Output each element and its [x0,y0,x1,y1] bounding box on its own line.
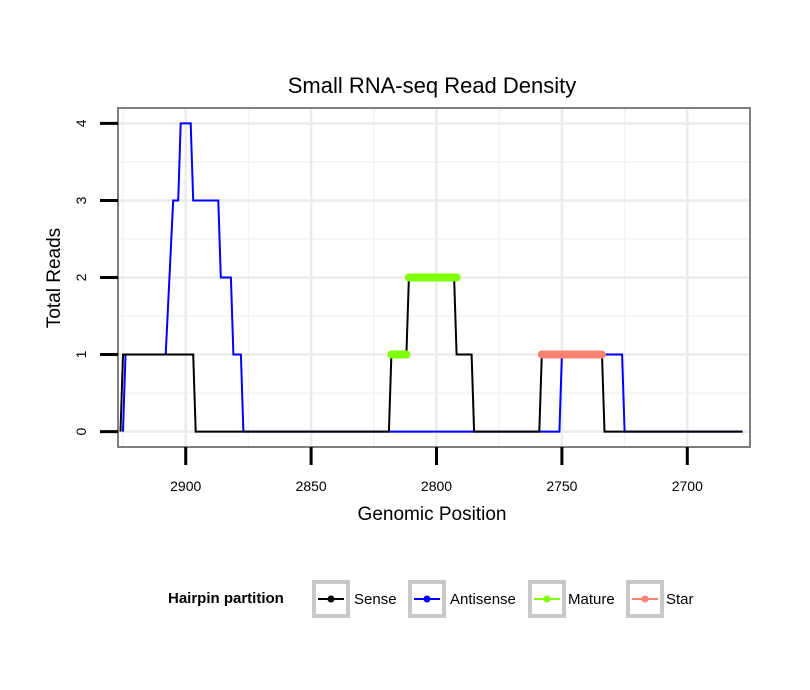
series-layer [119,122,743,433]
legend-key-point-star [641,595,649,603]
y-axis: 0 1 2 3 4 [73,119,118,435]
x-axis-label: Genomic Position [358,504,507,525]
legend-key-point-sense [327,595,335,603]
legend-key-point-antisense [423,595,431,603]
legend-label-antisense: Antisense [450,591,516,608]
y-axis-label: Total Reads [44,228,65,328]
y-tick-label: 3 [73,196,89,204]
legend: Hairpin partition Sense Antisense Mature St… [168,580,694,618]
legend-title: Hairpin partition [168,590,284,607]
x-tick-label: 2750 [546,478,577,494]
x-tick-label: 2900 [170,478,201,494]
y-tick-label: 2 [73,273,89,281]
y-tick-label: 4 [73,119,89,127]
y-tick-label: 0 [73,427,89,435]
legend-label-star: Star [666,591,694,608]
x-tick-label: 2700 [672,478,703,494]
legend-label-sense: Sense [354,591,397,608]
chart-title: Small RNA-seq Read Density [288,73,577,98]
y-tick-label: 1 [73,350,89,358]
legend-key-point-mature [543,595,551,603]
x-tick-label: 2850 [296,478,327,494]
x-tick-label: 2800 [421,478,452,494]
legend-label-mature: Mature [568,591,615,608]
x-axis: 2900 2850 2800 2750 2700 [170,447,703,494]
